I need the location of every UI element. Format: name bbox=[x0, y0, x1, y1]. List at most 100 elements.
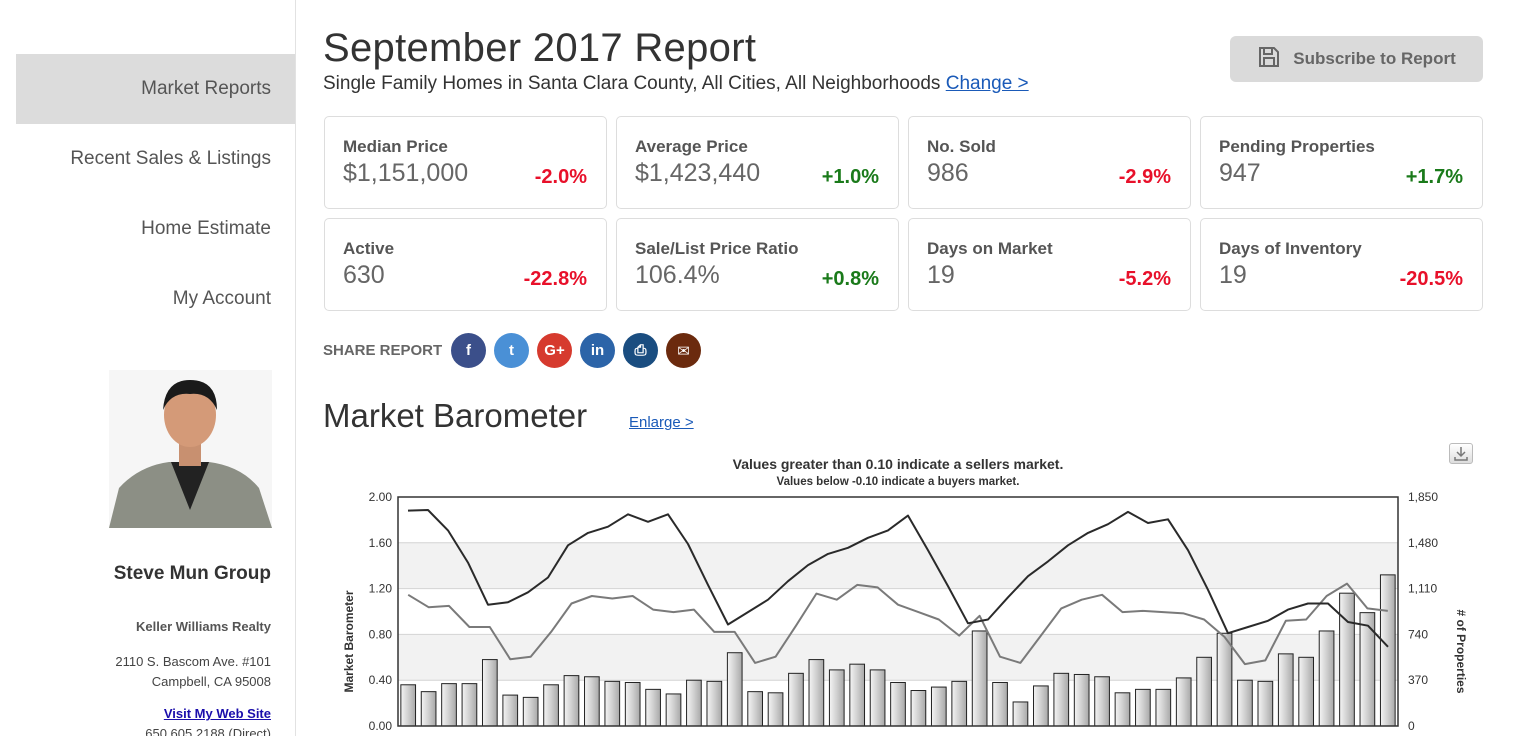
stat-label: Days on Market bbox=[927, 239, 1053, 258]
chart-bar bbox=[645, 688, 661, 727]
chart-bar bbox=[665, 693, 682, 727]
chart-series-line-gray bbox=[407, 582, 1388, 666]
stat-value: $1,151,000 bbox=[343, 159, 469, 187]
stat-change: +1.7% bbox=[1405, 166, 1463, 188]
twitter-share-icon[interactable]: t bbox=[494, 333, 529, 368]
facebook-share-icon[interactable]: f bbox=[451, 333, 486, 368]
stat-label: Sale/List Price Ratio bbox=[635, 239, 799, 258]
chart-bar bbox=[1114, 692, 1131, 727]
save-icon bbox=[1257, 45, 1281, 74]
sidebar-item-my-account[interactable]: My Account bbox=[172, 288, 271, 309]
sidebar-item-home-estimate[interactable]: Home Estimate bbox=[141, 218, 271, 239]
chart-series-line-dark bbox=[407, 509, 1389, 648]
y-tick-label: 0.40 bbox=[369, 673, 393, 687]
chart-bar bbox=[1135, 688, 1151, 727]
chart-bar bbox=[522, 696, 539, 727]
chart-bar bbox=[767, 692, 784, 727]
stat-change: +1.0% bbox=[821, 166, 879, 188]
chart-bar bbox=[1053, 672, 1070, 727]
agent-company: Keller Williams Realty bbox=[136, 619, 271, 634]
agent-address-line1: 2110 S. Bascom Ave. #101 bbox=[115, 654, 271, 669]
chart-bar bbox=[441, 683, 457, 727]
stat-label: Median Price bbox=[343, 137, 448, 156]
chart-bar bbox=[971, 630, 988, 727]
stat-value: 19 bbox=[927, 261, 955, 289]
y2-tick-label: 1,850 bbox=[1408, 490, 1438, 504]
chart-band bbox=[398, 634, 1398, 681]
chart-bar bbox=[624, 681, 641, 727]
chart-bar bbox=[1237, 679, 1253, 727]
agent-name: Steve Mun Group bbox=[113, 563, 271, 584]
page-title: September 2017 Report bbox=[323, 26, 757, 70]
stat-label: Pending Properties bbox=[1219, 137, 1375, 156]
barometer-title: Market Barometer bbox=[323, 397, 588, 434]
chart-bar bbox=[1012, 701, 1029, 727]
chart-bar bbox=[747, 691, 763, 727]
chart-bar bbox=[1298, 656, 1315, 727]
sidebar-item-recent-sales-listings[interactable]: Recent Sales & Listings bbox=[70, 148, 271, 169]
chart-bar bbox=[1094, 676, 1110, 727]
sidebar-item-market-reports[interactable]: Market Reports bbox=[16, 54, 295, 124]
y-axis-label: Market Barometer bbox=[342, 590, 356, 692]
page-subtitle: Single Family Homes in Santa Clara Count… bbox=[323, 73, 1029, 95]
stat-card-sale-list-price-ratio: Sale/List Price Ratio 106.4% +0.8% bbox=[616, 218, 899, 311]
chart-bar bbox=[1196, 656, 1212, 727]
agent-photo bbox=[109, 370, 272, 528]
chart-bar bbox=[1257, 680, 1274, 727]
agent-address-line2: Campbell, CA 95008 bbox=[151, 674, 271, 689]
stat-change: -2.0% bbox=[534, 166, 587, 188]
chart-bar bbox=[869, 669, 886, 727]
chart-bar bbox=[543, 684, 559, 727]
y-tick-label: 1.20 bbox=[369, 582, 393, 596]
chart-bar bbox=[1318, 630, 1335, 727]
download-chart-button[interactable] bbox=[1449, 443, 1473, 464]
stat-change: -5.2% bbox=[1118, 268, 1171, 290]
stat-card-days-of-inventory: Days of Inventory 19 -20.5% bbox=[1200, 218, 1483, 311]
y-tick-label: 2.00 bbox=[369, 490, 393, 504]
stat-card-pending-properties: Pending Properties 947 +1.7% bbox=[1200, 116, 1483, 209]
y2-tick-label: 1,110 bbox=[1408, 582, 1437, 596]
chart-subtitle: Values below -0.10 indicate a buyers mar… bbox=[777, 476, 1020, 488]
y2-tick-label: 370 bbox=[1408, 673, 1428, 687]
chart-bar bbox=[563, 675, 580, 727]
chart-bar bbox=[1175, 677, 1192, 727]
sidebar-nav: Market Reports Recent Sales & Listings Hom… bbox=[16, 54, 295, 334]
stat-label: Average Price bbox=[635, 137, 748, 156]
agent-website-link[interactable]: Visit My Web Site bbox=[163, 706, 271, 721]
chart-bar bbox=[400, 684, 417, 727]
chart-bar bbox=[706, 680, 723, 727]
stat-change: -22.8% bbox=[523, 268, 587, 290]
stat-change: +0.8% bbox=[821, 268, 879, 290]
stat-value: $1,423,440 bbox=[635, 159, 761, 187]
enlarge-link[interactable]: Enlarge > bbox=[629, 414, 694, 431]
subscribe-button[interactable]: Subscribe to Report bbox=[1230, 36, 1483, 82]
print-share-icon[interactable]: ⎙ bbox=[623, 333, 658, 368]
stat-change: -20.5% bbox=[1399, 268, 1463, 290]
y-tick-label: 0.80 bbox=[369, 627, 393, 641]
stat-value: 947 bbox=[1219, 159, 1261, 187]
email-share-icon[interactable]: ✉ bbox=[666, 333, 701, 368]
chart-bar bbox=[1339, 592, 1355, 727]
stat-card-days-on-market: Days on Market 19 -5.2% bbox=[908, 218, 1191, 311]
chart-bar bbox=[726, 652, 743, 727]
chart-bar bbox=[910, 690, 927, 727]
stat-label: No. Sold bbox=[927, 137, 996, 156]
share-label: SHARE REPORT bbox=[323, 342, 443, 359]
stat-card-active: Active 630 -22.8% bbox=[324, 218, 607, 311]
chart-bar bbox=[788, 672, 804, 727]
linkedin-share-icon[interactable]: in bbox=[580, 333, 615, 368]
chart-bar bbox=[1379, 574, 1396, 727]
chart-bar bbox=[930, 686, 947, 727]
change-link[interactable]: Change > bbox=[945, 73, 1029, 94]
y2-axis-label: # of Properties bbox=[1454, 609, 1468, 693]
google-plus-share-icon[interactable]: G+ bbox=[537, 333, 572, 368]
agent-phone: 650.605.2188 (Direct) bbox=[145, 726, 271, 736]
chart-bar bbox=[1033, 685, 1049, 727]
subscribe-label: Subscribe to Report bbox=[1293, 49, 1456, 68]
y2-tick-label: 0 bbox=[1408, 719, 1415, 733]
y2-tick-label: 1,480 bbox=[1408, 536, 1438, 550]
chart-bar bbox=[502, 694, 519, 727]
chart-bar bbox=[584, 676, 600, 727]
stat-value: 630 bbox=[343, 261, 385, 289]
chart-title: Values greater than 0.10 indicate a sell… bbox=[733, 456, 1064, 472]
